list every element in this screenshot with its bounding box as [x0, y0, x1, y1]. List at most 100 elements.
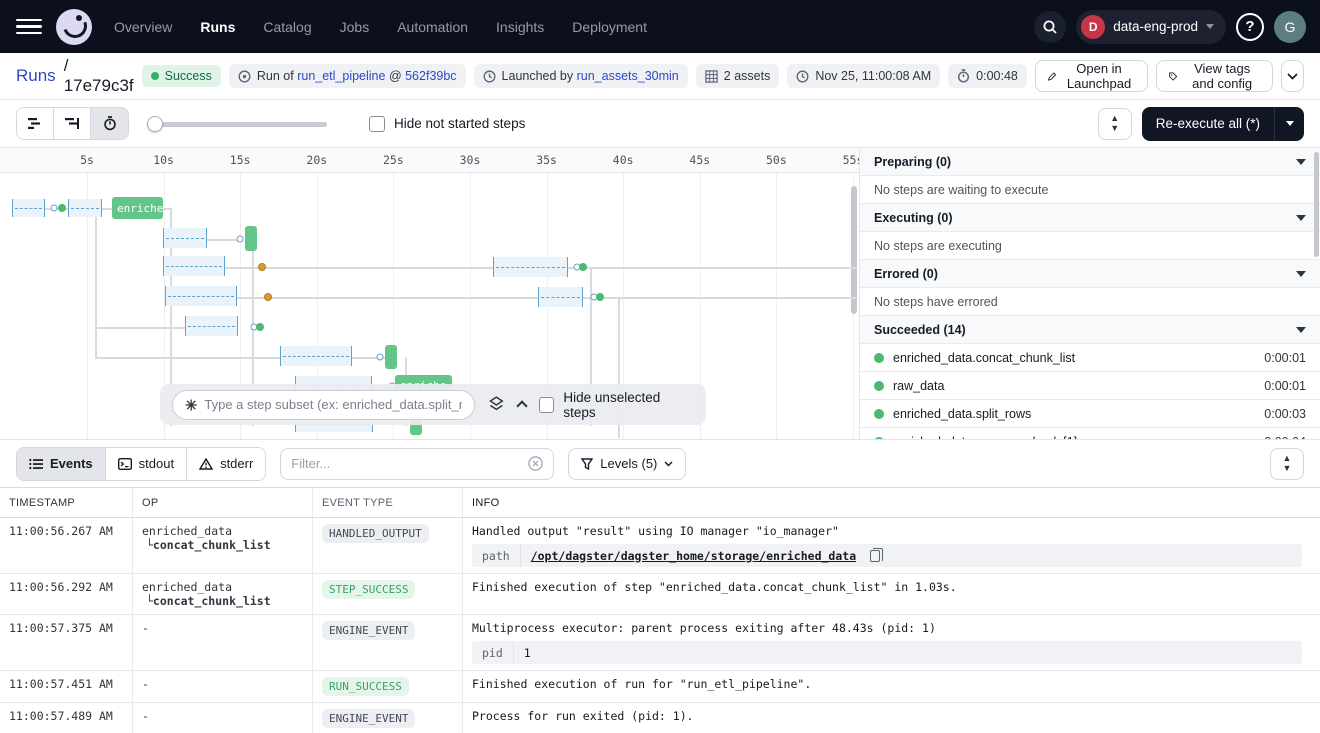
hide-not-started-checkbox[interactable]: Hide not started steps: [369, 116, 525, 132]
search-icon[interactable]: [1034, 11, 1066, 43]
gantt-waiting-box[interactable]: [163, 256, 225, 276]
gantt-step-bar[interactable]: [385, 345, 397, 369]
gantt-waiting-box[interactable]: [538, 287, 583, 307]
nav-item-overview[interactable]: Overview: [114, 19, 172, 35]
gantt-success-dot: [256, 323, 264, 331]
gantt-step-bar[interactable]: [245, 226, 257, 251]
metadata-value[interactable]: /opt/dagster/dagster_home/storage/enrich…: [521, 549, 866, 563]
run-tag[interactable]: 2 assets: [696, 64, 780, 88]
step-duration: 0:00:03: [1264, 407, 1306, 421]
hide-unselected-checkbox[interactable]: Hide unselected steps: [539, 390, 694, 420]
succeeded-step-row[interactable]: enriched_data.split_rows 0:00:03: [860, 400, 1320, 428]
log-event-type: HANDLED_OUTPUT: [313, 518, 463, 573]
gantt-zoom-slider[interactable]: [147, 116, 327, 132]
log-table: TIMESTAMPOPEVENT TYPEINFO 11:00:56.267 A…: [0, 487, 1320, 733]
run-tag[interactable]: Nov 25, 11:00:08 AM: [787, 64, 940, 88]
status-section-header[interactable]: Preparing (0): [860, 148, 1320, 176]
clear-filter-icon[interactable]: [528, 456, 543, 471]
log-op: -: [133, 703, 313, 733]
run-tag[interactable]: 0:00:48: [948, 64, 1027, 88]
help-icon[interactable]: ?: [1236, 13, 1264, 41]
gantt-waiting-box[interactable]: [68, 199, 102, 217]
breadcrumb-runs-link[interactable]: Runs: [16, 66, 56, 86]
nav-item-automation[interactable]: Automation: [397, 19, 468, 35]
gantt-waiting-box[interactable]: [493, 257, 568, 277]
step-name: enriched_data.split_rows: [893, 407, 1031, 421]
nav-item-runs[interactable]: Runs: [200, 19, 235, 35]
user-avatar[interactable]: G: [1274, 11, 1306, 43]
step-subset-input[interactable]: Type a step subset (ex: enriched_data.sp…: [172, 390, 475, 420]
timed-view-icon[interactable]: [91, 108, 128, 139]
log-metadata-row: pid1: [472, 641, 1302, 664]
view-tags-config-button[interactable]: View tags and config: [1156, 60, 1273, 92]
gantt-waiting-box[interactable]: [163, 228, 207, 248]
timeline-tick: 30s: [460, 153, 481, 167]
gantt-waiting-box[interactable]: [185, 316, 238, 336]
copy-icon[interactable]: [870, 550, 880, 562]
slider-knob[interactable]: [147, 116, 163, 132]
tab-events[interactable]: Events: [17, 448, 106, 480]
log-expand-button[interactable]: ▲▼: [1270, 448, 1304, 480]
status-section-header[interactable]: Succeeded (14): [860, 316, 1320, 344]
deployment-switcher[interactable]: D data-eng-prod: [1076, 10, 1226, 44]
step-success-dot: [874, 381, 884, 391]
run-tag[interactable]: Launched by run_assets_30min: [474, 64, 688, 88]
timeline-tick: 55s: [843, 153, 859, 167]
tag-link[interactable]: 562f39bc: [405, 69, 456, 83]
flat-view-icon[interactable]: [17, 108, 54, 139]
tag-link[interactable]: run_assets_30min: [577, 69, 679, 83]
reexecute-dropdown[interactable]: [1274, 107, 1304, 141]
gantt-waiting-box[interactable]: [165, 286, 237, 306]
timeline-tick: 10s: [153, 153, 174, 167]
open-in-launchpad-button[interactable]: Open in Launchpad: [1035, 60, 1148, 92]
layers-icon[interactable]: [488, 396, 505, 413]
nav-item-deployment[interactable]: Deployment: [572, 19, 647, 35]
panel-scrollbar[interactable]: [1314, 152, 1319, 257]
status-empty-message: No steps are waiting to execute: [860, 176, 1320, 204]
log-row[interactable]: 11:00:56.292 AMenriched_data└concat_chun…: [0, 574, 1320, 615]
log-row[interactable]: 11:00:57.451 AM-RUN_SUCCESSFinished exec…: [0, 671, 1320, 703]
log-metadata-row: path/opt/dagster/dagster_home/storage/en…: [472, 544, 1302, 567]
step-duration: 0:00:04: [1264, 435, 1306, 440]
tag-link[interactable]: run_etl_pipeline: [297, 69, 385, 83]
log-column-header: TIMESTAMP: [0, 488, 133, 517]
nav-item-jobs[interactable]: Jobs: [340, 19, 370, 35]
log-filter-box[interactable]: [280, 448, 554, 480]
reexecute-all-button[interactable]: Re-execute all (*): [1142, 107, 1304, 141]
gantt-step-bar[interactable]: enriche…: [112, 197, 163, 219]
step-selector-overlay: Type a step subset (ex: enriched_data.sp…: [160, 384, 706, 425]
more-actions-button[interactable]: [1281, 60, 1304, 92]
nav-item-insights[interactable]: Insights: [496, 19, 544, 35]
timeline-tick: 5s: [80, 153, 94, 167]
succeeded-step-row[interactable]: enriched_data.process_chunk [1]0:00:04: [860, 428, 1320, 439]
log-filter-input[interactable]: [291, 456, 520, 471]
gantt-view-mode-group: [16, 107, 129, 140]
gantt-scrollbar[interactable]: [851, 186, 857, 314]
gantt-waiting-box[interactable]: [280, 346, 352, 366]
log-row[interactable]: 11:00:56.267 AMenriched_data└concat_chun…: [0, 518, 1320, 574]
step-duration: 0:00:01: [1264, 351, 1306, 365]
timeline-tick: 40s: [613, 153, 634, 167]
status-section-header[interactable]: Executing (0): [860, 204, 1320, 232]
succeeded-step-row[interactable]: enriched_data.concat_chunk_list0:00:01: [860, 344, 1320, 372]
levels-dropdown[interactable]: Levels (5): [568, 448, 686, 480]
gantt-waiting-box[interactable]: [12, 199, 45, 217]
run-tag[interactable]: Run of run_etl_pipeline @ 562f39bc: [229, 64, 466, 88]
tab-stderr[interactable]: stderr: [187, 448, 265, 480]
succeeded-step-row[interactable]: raw_data0:00:01: [860, 372, 1320, 400]
gantt-toolbar: Hide not started steps ▲▼ Re-execute all…: [0, 100, 1320, 147]
gantt-chart[interactable]: 5s10s15s20s25s30s35s40s45s50s55s enriche…: [0, 148, 859, 439]
collapse-overlay-icon[interactable]: [516, 400, 527, 411]
metadata-value: 1: [514, 646, 541, 660]
log-row[interactable]: 11:00:57.375 AM-ENGINE_EVENTMultiprocess…: [0, 615, 1320, 671]
waterfall-view-icon[interactable]: [54, 108, 91, 139]
hamburger-menu-icon[interactable]: [16, 14, 42, 40]
dagster-logo[interactable]: [56, 9, 92, 45]
nav-item-catalog[interactable]: Catalog: [263, 19, 311, 35]
step-success-dot: [874, 409, 884, 419]
tab-stdout[interactable]: stdout: [106, 448, 187, 480]
status-section-header[interactable]: Errored (0): [860, 260, 1320, 288]
log-info: Finished execution of step "enriched_dat…: [463, 574, 1320, 614]
expand-collapse-button[interactable]: ▲▼: [1098, 108, 1132, 140]
log-row[interactable]: 11:00:57.489 AM-ENGINE_EVENTProcess for …: [0, 703, 1320, 733]
